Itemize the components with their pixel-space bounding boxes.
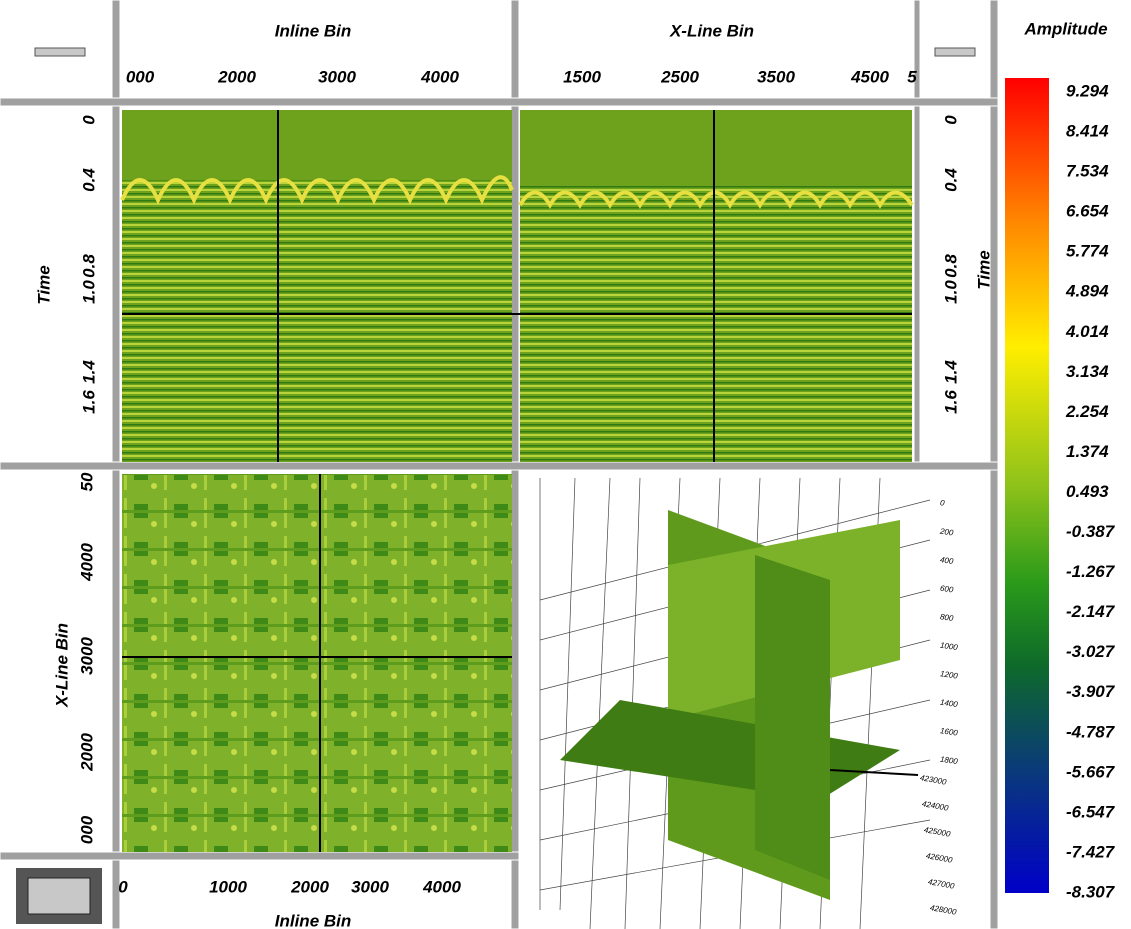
tick-label: 0 — [79, 115, 98, 125]
tick-label: 3000 — [77, 637, 96, 675]
northing-tick: 423000 — [919, 773, 947, 787]
xline-section-top — [520, 110, 912, 185]
tick-label: 3000 — [318, 67, 356, 86]
colorbar-label: 6.654 — [1066, 202, 1109, 221]
tick-label: 1500 — [563, 67, 601, 86]
axis-title: Inline Bin — [275, 911, 352, 929]
colorbar-title: Amplitude — [1023, 19, 1107, 38]
3d-plane-shade — [755, 555, 830, 880]
collapse-button[interactable] — [34, 47, 86, 57]
inline-section-top — [122, 110, 512, 180]
colorbar-label: 5.774 — [1066, 242, 1109, 261]
tick-label: 3000 — [351, 877, 389, 896]
axis-title: Time — [34, 265, 53, 304]
colorbar-label: -5.667 — [1066, 762, 1116, 781]
colorbar-label: -1.267 — [1066, 562, 1116, 581]
tick-label: 0 — [118, 877, 128, 896]
tick-label: 1.6 — [79, 390, 98, 414]
colorbar-label: -3.907 — [1066, 682, 1116, 701]
tick-label: 0.4 — [79, 168, 98, 192]
northing-tick: 427000 — [927, 877, 955, 891]
tick-label: 4500 — [850, 67, 889, 86]
tick-label: 50 — [77, 472, 96, 491]
colorbar-label: -6.547 — [1066, 802, 1116, 821]
depth-tick: 800 — [939, 612, 954, 623]
northing-tick: 424000 — [921, 799, 949, 813]
tick-label: 2000 — [217, 67, 256, 86]
colorbar-label: -3.027 — [1066, 642, 1116, 661]
tick-label: 000 — [126, 67, 155, 86]
separator — [0, 97, 999, 107]
colorbar-label: -4.787 — [1066, 722, 1116, 741]
colorbar-label: -7.427 — [1066, 842, 1116, 861]
depth-tick: 1600 — [939, 726, 958, 737]
tick-label: 1.0 — [941, 280, 960, 304]
axis-title: Time — [974, 250, 993, 289]
colorbar-label: 4.894 — [1065, 282, 1109, 301]
depth-tick: 400 — [939, 555, 954, 566]
time-slice-map — [122, 474, 512, 852]
axis-title: Inline Bin — [275, 21, 352, 40]
depth-tick: 1000 — [939, 641, 958, 652]
tick-label: 3500 — [757, 67, 795, 86]
colorbar-label: 0.493 — [1066, 482, 1109, 501]
collapse-button[interactable] — [934, 47, 976, 57]
tick-label: 4000 — [422, 877, 461, 896]
colorbar-label: 1.374 — [1066, 442, 1109, 461]
tick-label: 2000 — [290, 877, 329, 896]
depth-tick: 1400 — [939, 698, 958, 709]
tick-label: 1000 — [209, 877, 247, 896]
view-button-face — [27, 877, 91, 915]
reflector — [120, 175, 514, 205]
tick-label: 0.8 — [79, 254, 98, 278]
depth-tick: 1800 — [939, 755, 958, 766]
depth-tick: 200 — [938, 527, 954, 538]
separator — [0, 461, 999, 471]
tick-label: 2500 — [660, 67, 699, 86]
depth-tick: 1200 — [939, 669, 958, 680]
colorbar-label: 3.134 — [1066, 362, 1109, 381]
northing-tick: 426000 — [925, 851, 953, 865]
depth-tick: 600 — [939, 584, 954, 595]
tick-label: 1.6 — [941, 390, 960, 414]
northing-tick: 428000 — [929, 903, 957, 917]
tick-label: 4000 — [77, 543, 96, 582]
colorbar-label: 9.294 — [1066, 81, 1109, 100]
separator — [0, 851, 520, 861]
axis-title: X-Line Bin — [669, 21, 754, 40]
tick-label: 1.4 — [941, 360, 960, 384]
colorbar-label: -0.387 — [1066, 522, 1116, 541]
tick-label: 0.4 — [941, 168, 960, 192]
tick-label: 000 — [77, 815, 96, 844]
colorbar-label: -8.307 — [1066, 882, 1116, 901]
depth-tick: 0 — [939, 498, 945, 508]
tick-label: 5 — [907, 67, 917, 86]
tick-label: 2000 — [77, 733, 96, 772]
tick-label: 0.8 — [941, 254, 960, 278]
tick-label: 0 — [941, 115, 960, 125]
colorbar-label: -2.147 — [1066, 602, 1116, 621]
colorbar-label: 2.254 — [1065, 402, 1109, 421]
colorbar-label: 7.534 — [1066, 162, 1109, 181]
tick-label: 1.0 — [79, 280, 98, 304]
colorbar-label: 8.414 — [1066, 122, 1109, 141]
colorbar — [1005, 78, 1049, 893]
tick-label: 1.4 — [79, 360, 98, 384]
axis-title: X-Line Bin — [52, 623, 71, 708]
tick-label: 4000 — [420, 67, 459, 86]
colorbar-label: 4.014 — [1065, 322, 1109, 341]
3d-axis-arrow — [829, 769, 919, 776]
northing-tick: 425000 — [923, 825, 951, 839]
